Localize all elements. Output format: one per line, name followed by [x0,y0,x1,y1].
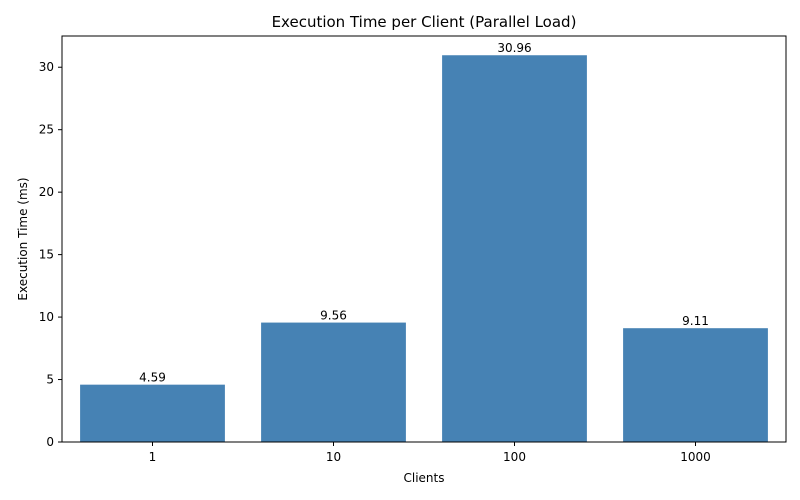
y-tick-label-5: 5 [46,373,54,387]
y-axis: 0 5 10 15 20 25 30 [39,60,62,449]
x-axis: 1 10 100 1000 [149,442,711,464]
y-axis-label: Execution Time (ms) [16,177,30,300]
y-tick-label-20: 20 [39,185,54,199]
bar-100 [442,55,587,442]
data-label-1000: 9.11 [682,314,709,328]
bar-1000 [623,328,768,442]
bars-group [80,55,768,442]
x-axis-label: Clients [404,471,445,485]
x-tick-label-100: 100 [503,450,526,464]
x-tick-label-1000: 1000 [680,450,711,464]
data-label-10: 9.56 [320,309,347,323]
bar-10 [261,323,406,442]
bar-1 [80,385,225,442]
data-label-100: 30.96 [497,41,531,55]
y-tick-label-0: 0 [46,435,54,449]
y-tick-label-30: 30 [39,60,54,74]
x-tick-label-10: 10 [326,450,341,464]
y-tick-label-15: 15 [39,248,54,262]
y-tick-label-25: 25 [39,123,54,137]
data-label-1: 4.59 [139,371,166,385]
y-tick-label-10: 10 [39,310,54,324]
chart-title: Execution Time per Client (Parallel Load… [272,13,577,31]
x-tick-label-1: 1 [149,450,157,464]
